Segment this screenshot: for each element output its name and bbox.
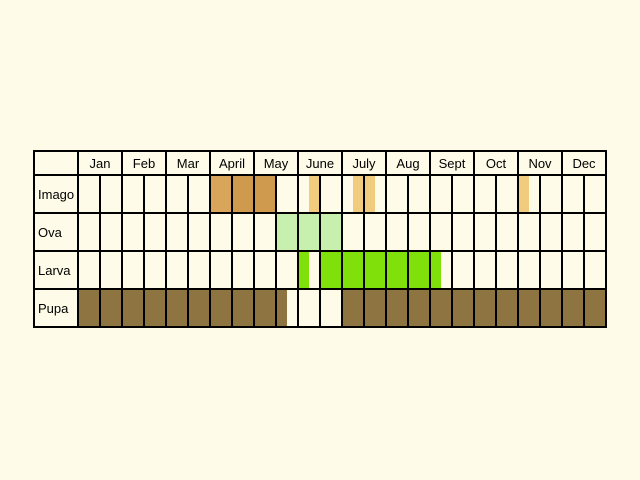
bar-imago-3 [353, 175, 364, 213]
row-label-imago: Imago [38, 187, 74, 202]
month-label-may: May [264, 156, 289, 171]
month-label-dec: Dec [572, 156, 596, 171]
month-label-sept: Sept [439, 156, 466, 171]
row-label-ova: Ova [38, 225, 63, 240]
bar-imago-2 [309, 175, 320, 213]
month-label-jan: Jan [90, 156, 111, 171]
bar-pupa-0 [78, 289, 287, 327]
month-label-feb: Feb [133, 156, 155, 171]
bar-larva-0 [298, 251, 309, 289]
month-label-mar: Mar [177, 156, 200, 171]
month-label-april: April [219, 156, 245, 171]
bar-ova-0 [276, 213, 342, 251]
grid-layer [33, 150, 607, 328]
month-label-nov: Nov [528, 156, 552, 171]
month-label-aug: Aug [396, 156, 419, 171]
label-layer: Jan Feb Mar April May June July Aug Sept Oct Nov De… [38, 156, 596, 316]
bar-larva-1 [320, 251, 441, 289]
month-label-june: June [306, 156, 334, 171]
bar-imago-4 [364, 175, 375, 213]
month-label-july: July [352, 156, 376, 171]
row-label-pupa: Pupa [38, 301, 69, 316]
bar-imago-5 [518, 175, 529, 213]
row-label-larva: Larva [38, 263, 71, 278]
bar-imago-0 [210, 175, 232, 213]
month-label-oct: Oct [486, 156, 507, 171]
